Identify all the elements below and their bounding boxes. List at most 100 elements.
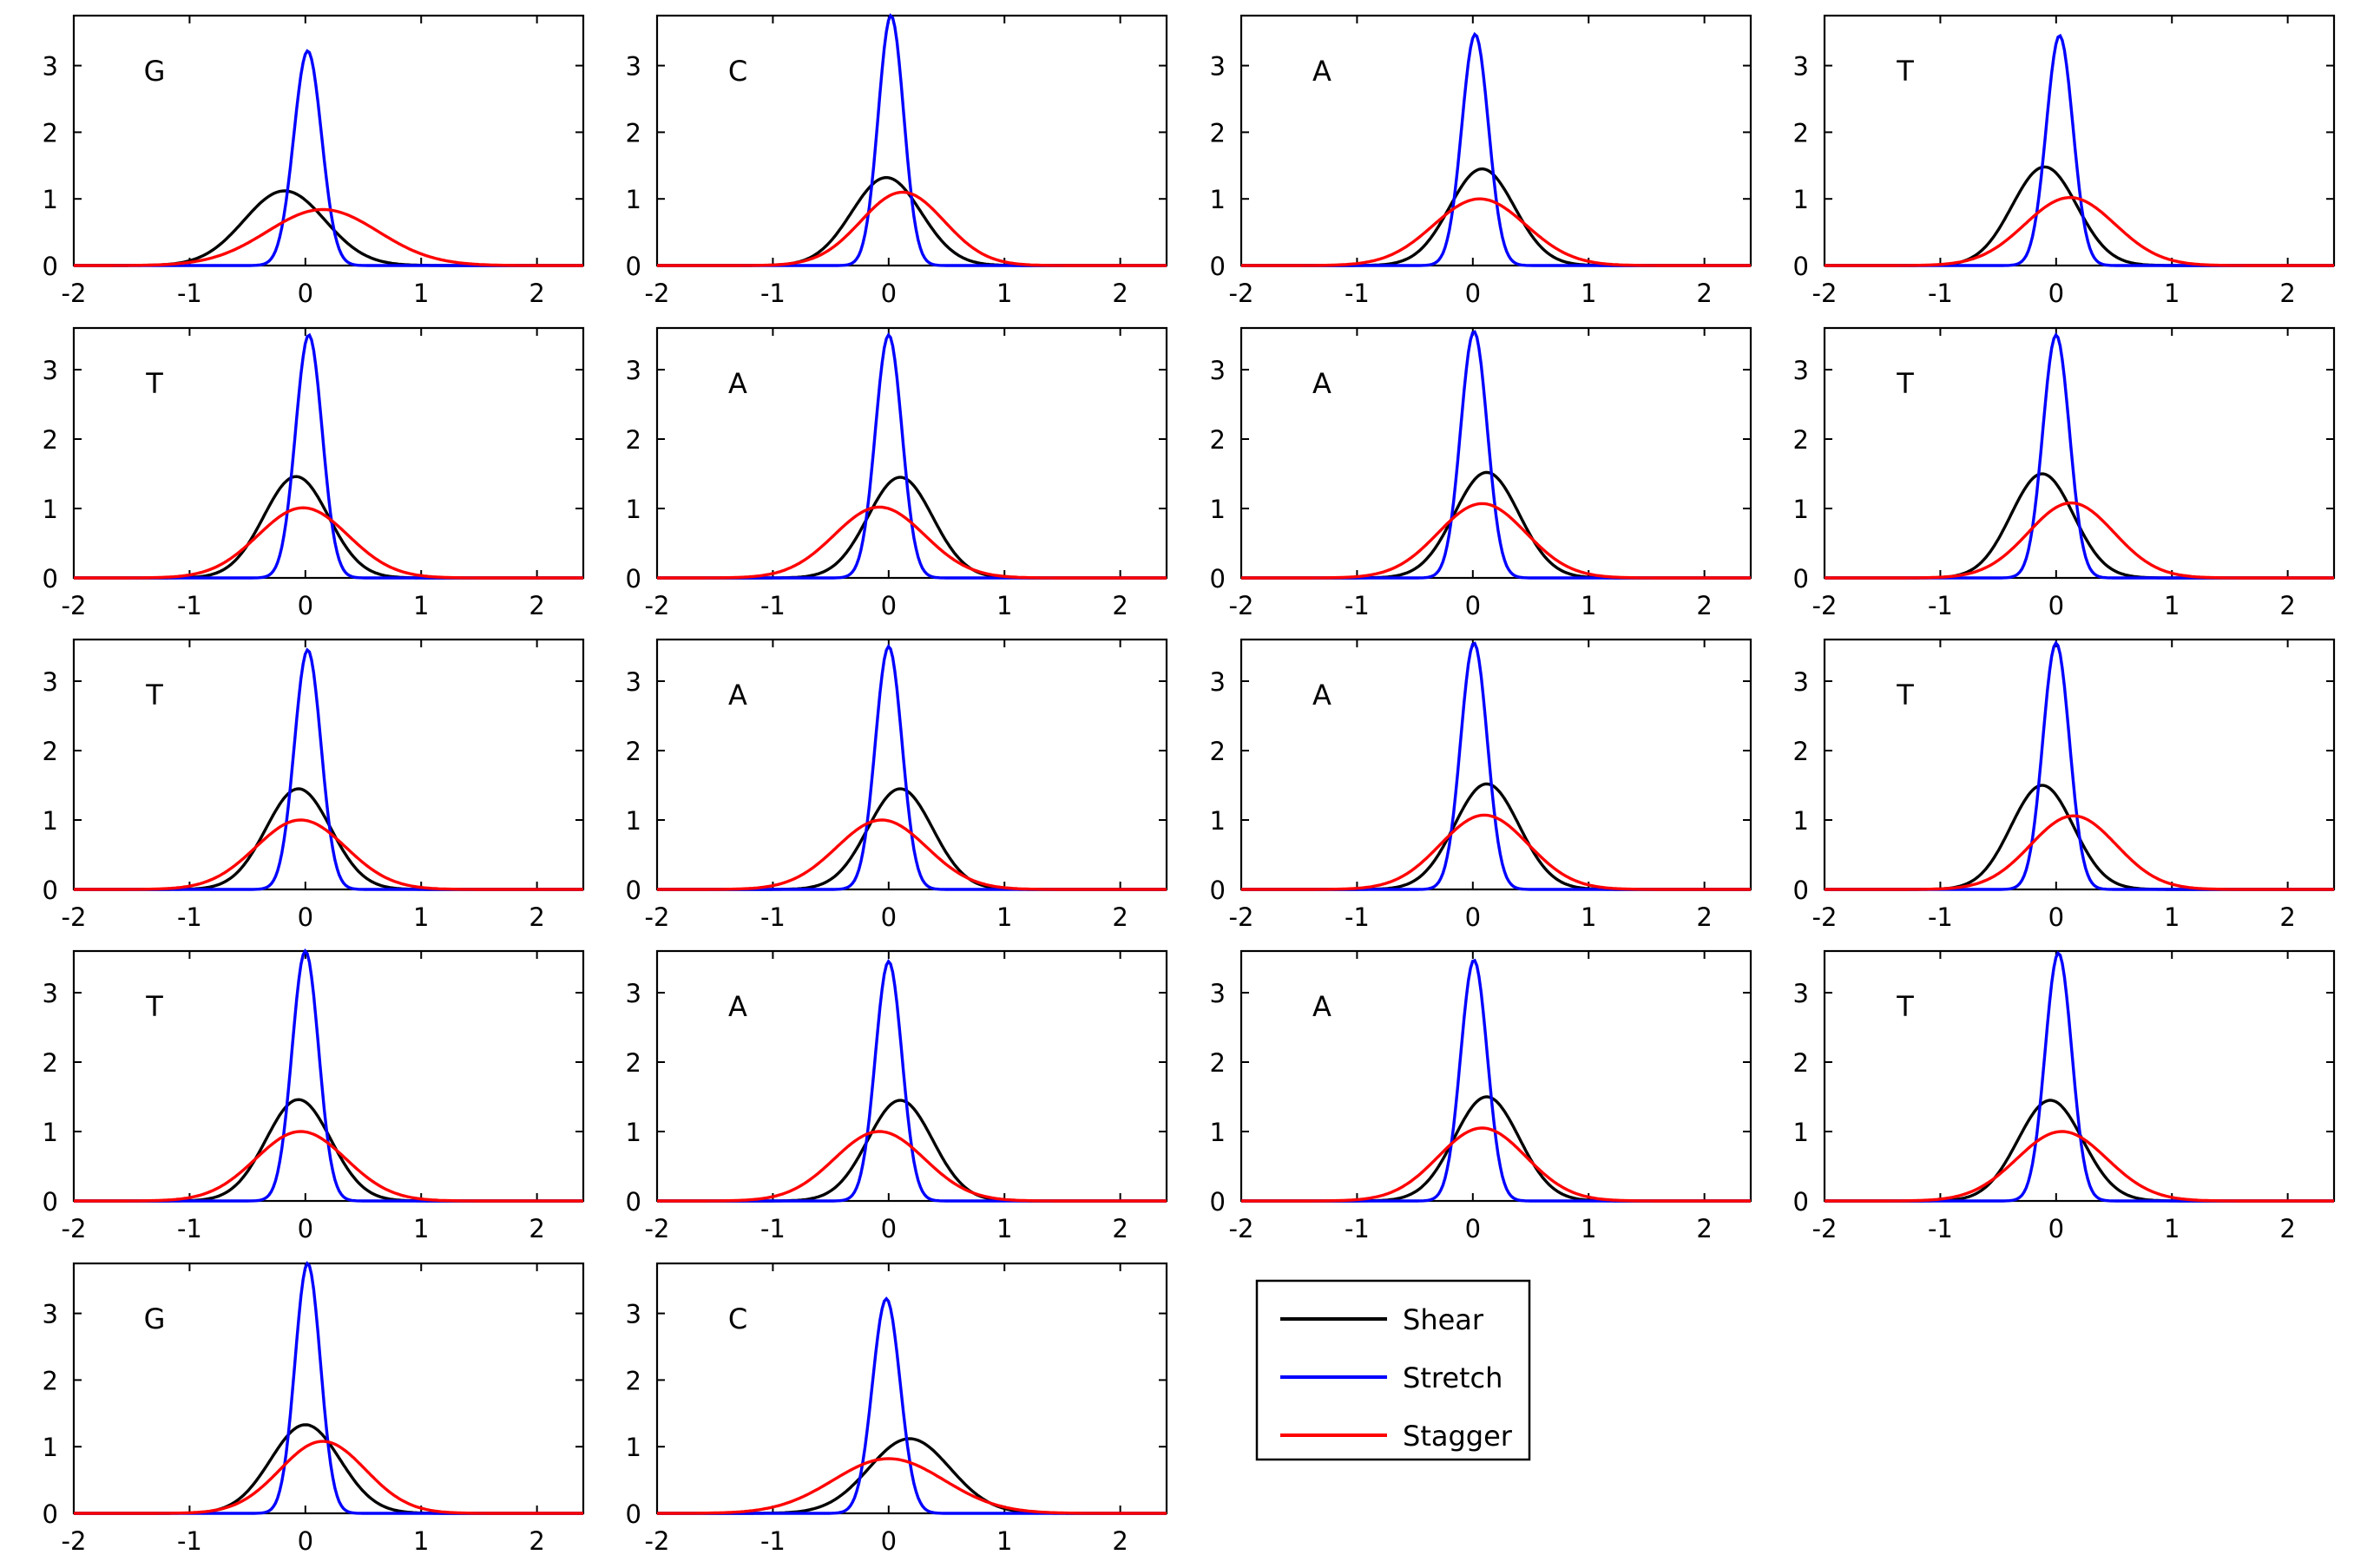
panel-label: A [1312,679,1332,712]
axes-frame [72,14,585,267]
legend: Shear Stretch Stagger [1255,1279,1531,1461]
x-tick-label: 0 [2048,279,2064,308]
x-tick-label: 0 [2048,902,2064,932]
panel-label: T [1896,990,1914,1023]
axes-frame [72,949,585,1203]
x-tick-label: 1 [413,1214,429,1243]
panel-10: -2 -1 0 1 2 0 1 2 3 A [626,638,1168,932]
y-tick-label: 1 [626,1433,641,1462]
panel-label: T [1896,679,1914,712]
panel-label: T [145,990,163,1023]
x-tick-label: -1 [1928,1214,1953,1243]
x-tick-label: -2 [645,902,670,932]
y-tick-label: 1 [1210,806,1226,836]
x-tick-label: 0 [2048,1214,2064,1243]
panel-label: G [144,55,166,88]
x-tick-label: -2 [1812,279,1838,308]
x-tick-label: 1 [413,591,429,620]
x-tick-label: 2 [1112,279,1128,308]
x-tick-label: 1 [1581,591,1596,620]
y-tick-label: 3 [43,356,58,385]
y-tick-label: 2 [1210,1048,1226,1078]
x-tick-label: 1 [2164,902,2180,932]
panel-label: A [728,990,747,1023]
x-tick-label: 1 [413,279,429,308]
axes-frame [1823,949,2336,1203]
x-tick-label: 2 [529,591,544,620]
x-tick-label: 1 [2164,1214,2180,1243]
y-tick-label: 0 [43,564,58,594]
y-tick-label: 0 [1210,1187,1226,1217]
y-tick-label: 1 [626,806,641,836]
x-tick-label: -2 [1229,279,1254,308]
y-tick-label: 0 [1210,564,1226,594]
y-tick-label: 0 [1793,1187,1809,1217]
x-tick-label: -2 [645,1526,670,1556]
panel-15: -2 -1 0 1 2 0 1 2 3 A [1210,949,1752,1243]
x-tick-label: -2 [62,1526,87,1556]
x-tick-label: 0 [881,591,897,620]
x-tick-label: 1 [2164,279,2180,308]
x-tick-label: 2 [1112,1526,1128,1556]
x-tick-label: 2 [529,279,544,308]
series-line-stagger [74,207,583,267]
x-tick-label: 1 [2164,591,2180,620]
y-tick-label: 2 [1210,425,1226,455]
y-tick-label: 1 [1793,1118,1809,1147]
x-tick-label: -2 [62,902,87,932]
panel-label: T [1896,55,1914,88]
panel-label: A [1312,55,1332,88]
x-tick-label: -1 [760,279,786,308]
panel-label: G [144,1302,166,1335]
y-tick-label: 0 [626,876,641,905]
x-tick-label: 1 [996,1526,1012,1556]
x-tick-label: 2 [2279,279,2295,308]
panel-17: -2 -1 0 1 2 0 1 2 3 G [43,1261,585,1556]
axes-frame [72,638,585,891]
x-tick-label: -2 [62,1214,87,1243]
series-line-stagger [1241,197,1751,267]
y-tick-label: 3 [1210,979,1226,1008]
x-tick-label: 0 [298,1214,313,1243]
y-tick-label: 1 [1793,806,1809,836]
x-tick-label: 1 [1581,279,1596,308]
panel-18: -2 -1 0 1 2 0 1 2 3 C [626,1262,1168,1556]
x-tick-label: -1 [1928,591,1953,620]
panel-label: T [145,679,163,712]
y-tick-label: 0 [43,876,58,905]
x-tick-label: -2 [645,279,670,308]
y-tick-label: 3 [1793,52,1809,82]
y-tick-label: 3 [626,52,641,82]
y-tick-label: 1 [1793,185,1809,214]
y-tick-label: 2 [626,425,641,455]
x-tick-label: -1 [760,1214,786,1243]
y-tick-label: 2 [1793,118,1809,148]
series-line-stagger [1241,813,1751,891]
y-tick-label: 3 [43,667,58,697]
panel-3: -2 -1 0 1 2 0 1 2 3 A [1210,14,1752,308]
x-tick-label: 1 [996,902,1012,932]
series-line-stagger [1825,1130,2334,1203]
panel-14: -2 -1 0 1 2 0 1 2 3 A [626,949,1168,1243]
y-tick-label: 3 [626,356,641,385]
x-tick-label: 2 [529,1214,544,1243]
axes-frame [1823,638,2336,891]
x-tick-label: 2 [1696,279,1712,308]
legend-label-stretch: Stretch [1403,1361,1502,1394]
legend-label-stagger: Stagger [1403,1420,1513,1453]
x-tick-label: 1 [996,591,1012,620]
y-tick-label: 0 [43,252,58,281]
panel-label: T [145,367,163,400]
x-tick-label: 1 [413,902,429,932]
x-tick-label: -2 [62,279,87,308]
axes-frame [1823,326,2336,580]
x-tick-label: -1 [1928,902,1953,932]
y-tick-label: 3 [1210,356,1226,385]
panel-4: -2 -1 0 1 2 0 1 2 3 T [1793,14,2336,308]
series-line-stagger [74,1130,583,1203]
y-tick-label: 1 [1793,495,1809,524]
y-tick-label: 1 [626,495,641,524]
series-line-stagger [657,190,1167,267]
